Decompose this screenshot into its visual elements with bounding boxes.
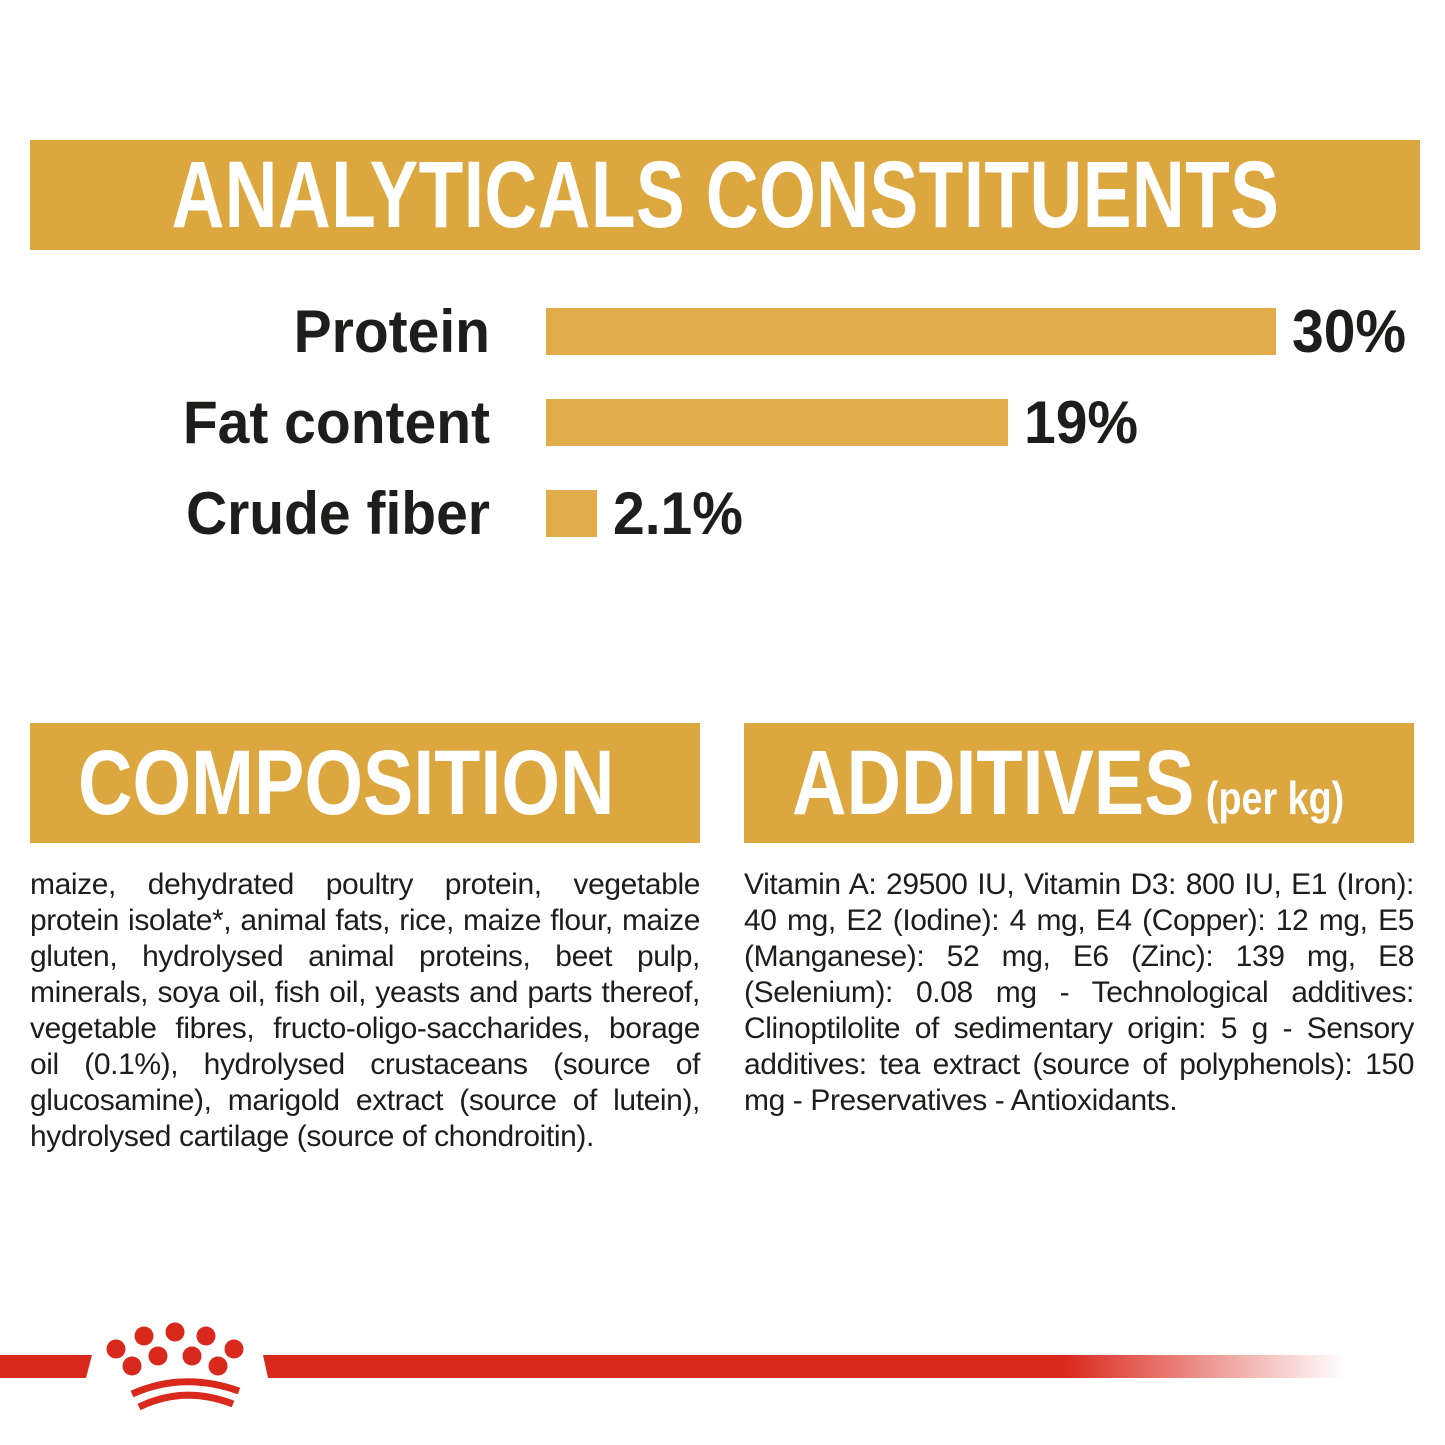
analyticals-header-band: ANALYTICALS CONSTITUENTS — [30, 140, 1420, 250]
additives-title: ADDITIVES — [792, 732, 1195, 834]
chart-category-label: Protein — [293, 297, 490, 365]
royal-canin-crown-icon — [106, 1322, 244, 1411]
additives-per-kg-label: (per kg) — [1205, 772, 1345, 824]
analyticals-title: ANALYTICALS CONSTITUENTS — [171, 141, 1279, 248]
footer-stripe-right — [263, 1355, 1345, 1378]
chart-bar — [546, 490, 597, 537]
analyticals-chart: Protein 30% Fat content 19% Crude fiber 2.1% — [0, 301, 1445, 581]
additives-header-band: ADDITIVES (per kg) — [744, 723, 1414, 843]
composition-title: COMPOSITION — [78, 732, 615, 834]
chart-row: Protein 30% — [0, 301, 1445, 361]
chart-category-label: Fat content — [182, 388, 491, 456]
additives-body: Vitamin A: 29500 IU, Vitamin D3: 800 IU,… — [744, 868, 1414, 1117]
chart-value-label: 2.1% — [613, 479, 743, 547]
chart-value-label: 19% — [1024, 388, 1139, 456]
footer-stripe-left — [0, 1355, 92, 1378]
chart-category-label: Crude fiber — [185, 479, 491, 547]
chart-row: Crude fiber 2.1% — [0, 483, 1445, 543]
info-columns: COMPOSITION maize, dehydrated poultry pr… — [30, 723, 1415, 1155]
chart-value-label: 30% — [1292, 297, 1407, 365]
additives-section: ADDITIVES (per kg) Vitamin A: 29500 IU, … — [744, 723, 1414, 1155]
chart-bar — [546, 399, 1008, 446]
chart-row: Fat content 19% — [0, 392, 1445, 452]
chart-bar — [546, 308, 1276, 355]
composition-body: maize, dehydrated poultry protein, veget… — [30, 868, 700, 1153]
composition-section: COMPOSITION maize, dehydrated poultry pr… — [30, 723, 700, 1155]
composition-header-band: COMPOSITION — [30, 723, 700, 843]
